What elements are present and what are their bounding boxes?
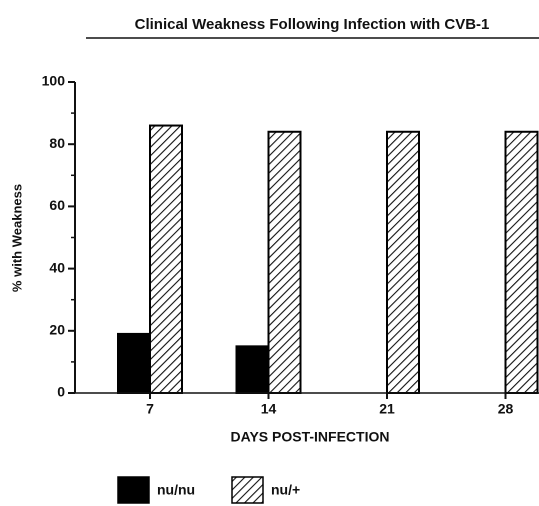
y-tick-label: 0 [57,384,65,400]
y-tick-label: 60 [49,197,65,213]
legend-label: nu/+ [271,482,300,498]
x-tick-label: 21 [379,401,395,417]
chart-title: Clinical Weakness Following Infection wi… [135,16,490,33]
y-tick-label: 40 [49,259,65,275]
y-tick-label: 80 [49,135,65,151]
legend-swatch [231,476,264,504]
bar [504,130,539,394]
x-tick-label: 28 [498,401,514,417]
bar [149,124,183,394]
bar [117,332,151,395]
bar [386,130,420,394]
y-axis-label: % with Weakness [9,184,24,292]
legend-label: nu/nu [157,482,195,498]
y-tick-label: 100 [42,73,66,89]
bar [235,345,270,395]
legend-swatch [117,476,150,504]
y-tick-label: 20 [49,322,65,338]
x-tick-label: 14 [261,401,277,417]
x-tick-label: 7 [146,401,154,417]
x-axis-label: DAYS POST-INFECTION [231,429,390,445]
bar [267,130,302,394]
